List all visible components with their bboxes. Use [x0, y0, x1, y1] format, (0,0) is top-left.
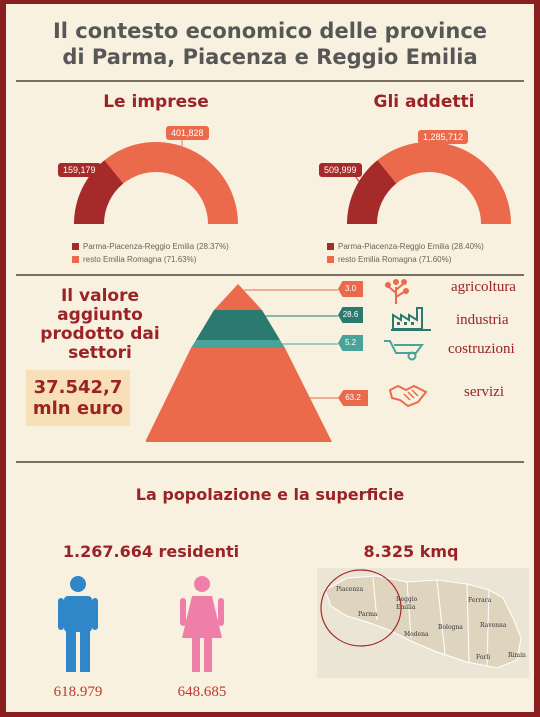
legend-swatch-rest [72, 256, 79, 263]
addetti-legend: Parma-Piacenza-Reggio Emilia (28.40%) re… [327, 240, 484, 266]
valore-heading: Il valore aggiunto prodotto dai settori [20, 287, 180, 363]
imprese-arc-ppr [74, 160, 124, 224]
amount-line: mln euro [32, 398, 124, 419]
valore-heading-line: prodotto dai [40, 324, 160, 344]
sector-tag-servizi: 63.2 [338, 390, 368, 406]
addetti-ppr-leader [354, 176, 362, 185]
sector-label-costruzioni: costruzioni [448, 341, 515, 357]
sector-label-industria: industria [456, 312, 509, 328]
sector-tag-industria: 28.6 [338, 307, 363, 323]
addetti-rest-leader [434, 143, 436, 153]
amount-line: 37.542,7 [33, 377, 123, 398]
imprese-ppr-leader [89, 176, 97, 185]
legend-swatch-ppr [72, 243, 79, 250]
legend-swatch-ppr [327, 243, 334, 250]
sector-value: 28.6 [342, 310, 359, 319]
imprese-rest-callout: 401,828 [166, 126, 209, 140]
title-text: Il contesto economico delle province di … [52, 19, 488, 69]
sector-tag-agricoltura: 3.0 [338, 281, 363, 297]
pyramid-costruzioni [191, 340, 285, 348]
wheelbarrow-icon [384, 340, 424, 361]
sector-value: 5.2 [344, 338, 357, 347]
valore-heading-line: aggiunto [57, 305, 143, 325]
legend-label: Parma-Piacenza-Reggio Emilia (28.37%) [83, 242, 229, 251]
addetti-heading: Gli addetti [373, 92, 475, 112]
imprese-ppr-callout: 159,179 [58, 163, 101, 177]
valore-amount: 37.542,7 mln euro [26, 370, 130, 426]
map-label: Reggio Emilia [396, 596, 418, 611]
legend-swatch-rest [327, 256, 334, 263]
imprese-legend: Parma-Piacenza-Reggio Emilia (28.37%) re… [72, 240, 229, 266]
female-icon [180, 576, 224, 672]
page-title: Il contesto economico delle province di … [6, 18, 534, 70]
factory-icon [391, 307, 431, 331]
handshake-icon [388, 384, 428, 408]
popolazione-heading: La popolazione e la superficie [135, 485, 405, 504]
imprese-heading: Le imprese [103, 92, 209, 112]
map-label: Piacenza [336, 586, 364, 593]
infographic-frame: Il contesto economico delle province di … [6, 4, 534, 712]
emilia-romagna-map [317, 568, 529, 678]
legend-label: Parma-Piacenza-Reggio Emilia (28.40%) [338, 242, 484, 251]
legend-label: resto Emilia Romagna (71.63%) [83, 255, 197, 264]
addetti-rest-callout: 1,285,712 [418, 130, 469, 144]
residents-count: 1.267.664 residenti [62, 542, 240, 561]
male-icon [58, 576, 98, 672]
pyramid-servizi [146, 348, 332, 442]
imprese-arc-rest [104, 142, 238, 224]
divider [16, 461, 524, 463]
map-label: Bologna [438, 624, 463, 631]
female-count: 648.685 [177, 684, 227, 700]
tree-icon [385, 279, 409, 304]
valore-pyramid [146, 284, 338, 442]
sector-label-servizi: servizi [464, 384, 504, 400]
valore-heading-line: settori [68, 343, 132, 363]
sector-value: 63.2 [345, 393, 361, 402]
area-value: 8.325 kmq [363, 542, 459, 561]
map-label: Ravenna [480, 622, 507, 629]
divider [16, 80, 524, 82]
addetti-arc-rest [377, 142, 511, 224]
addetti-donut-chart [347, 142, 511, 224]
valore-heading-line: Il valore [60, 286, 140, 306]
male-count: 618.979 [53, 684, 103, 700]
divider [16, 274, 524, 276]
map-label: Rimin [508, 652, 526, 659]
sector-tag-costruzioni: 5.2 [338, 335, 363, 351]
map-label: Modena [404, 631, 429, 638]
legend-label: resto Emilia Romagna (71.60%) [338, 255, 452, 264]
map-label: Forli [476, 654, 491, 661]
addetti-ppr-callout: 509,999 [319, 163, 362, 177]
imprese-rest-leader [181, 139, 183, 151]
imprese-donut-chart [74, 142, 238, 224]
sector-value: 3.0 [344, 284, 357, 293]
pyramid-industria [196, 310, 280, 340]
pyramid-agricoltura [214, 284, 262, 310]
addetti-arc-ppr [347, 160, 397, 224]
map-label: Parma [358, 611, 378, 618]
map-label: Ferrara [468, 597, 492, 604]
sector-label-agricoltura: agricoltura [451, 279, 516, 295]
